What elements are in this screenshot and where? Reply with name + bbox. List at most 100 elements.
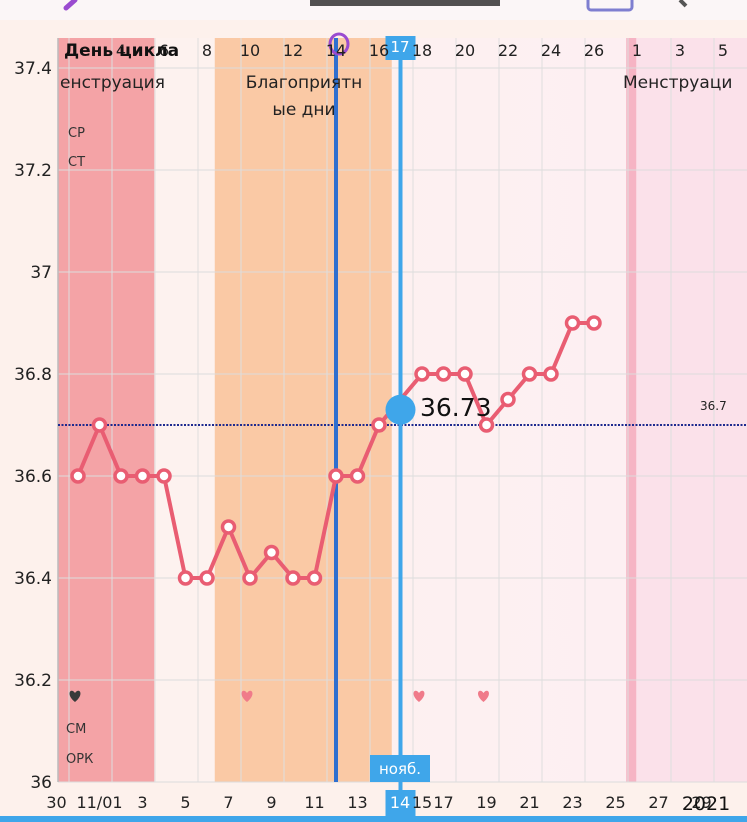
bottom-scroll-bar	[0, 816, 747, 822]
fertile-label-line2: ые дни	[272, 100, 335, 120]
temperature-point	[457, 366, 473, 382]
cursor-value-label: 36.73	[420, 393, 492, 422]
heart-icon	[413, 690, 425, 702]
menstruation-band	[58, 38, 155, 782]
temperature-point	[521, 366, 538, 382]
y-tick-label: 37.2	[14, 161, 52, 181]
annotation-ct: СТ	[68, 155, 85, 170]
menstruation-label-left: енструация	[60, 73, 165, 93]
date-tick: 15	[412, 793, 432, 812]
date-tick: 23	[562, 793, 582, 812]
date-tick: 9	[266, 793, 276, 812]
temperature-point	[242, 570, 258, 586]
temperature-point	[177, 570, 194, 586]
date-tick: 7	[223, 793, 233, 812]
cycle-day-label: День цикла	[64, 41, 179, 61]
temperature-point	[220, 519, 237, 535]
temperature-point	[285, 570, 301, 586]
top-bar	[0, 0, 747, 20]
date-tick: 11	[304, 793, 324, 812]
temperature-point	[543, 366, 559, 382]
date-tick: 17	[433, 793, 453, 812]
temperature-point	[371, 417, 387, 433]
annotation-cp: СР	[68, 126, 85, 141]
ovulation-marker-icon	[328, 32, 350, 56]
cursor-month-label: нояб.	[379, 760, 421, 778]
temperature-point	[435, 366, 452, 382]
cycle-day-tick: 8	[202, 41, 212, 60]
screen-title-remnant	[310, 0, 500, 6]
calendar-icon[interactable]	[586, 0, 634, 12]
fertile-label-line1: Благоприятн	[246, 73, 362, 93]
cycle-day-tick: 20	[455, 41, 475, 60]
date-tick: 25	[605, 793, 625, 812]
more-icon[interactable]	[678, 0, 688, 8]
next-menstruation-band	[626, 38, 747, 782]
cursor-point	[385, 394, 416, 425]
menstruation-label-right: Менструаци	[623, 73, 732, 93]
y-tick-label: 36.2	[14, 671, 52, 691]
temperature-point	[263, 544, 280, 561]
cycle-day-tick: 12	[283, 41, 303, 60]
cycle-day-tick: 18	[412, 41, 432, 60]
cycle-day-tick: 5	[718, 41, 728, 60]
date-tick: 29	[691, 793, 711, 812]
y-tick-label: 36.8	[14, 365, 52, 385]
temperature-point	[349, 468, 366, 484]
temperature-point	[113, 468, 129, 484]
heart-icon	[478, 690, 489, 702]
cycle-day-tick: 10	[240, 41, 260, 60]
temperature-point	[70, 468, 86, 484]
temperature-point	[586, 315, 602, 331]
temperature-point	[91, 417, 108, 433]
date-tick: 21	[519, 793, 539, 812]
heart-icon	[69, 690, 81, 702]
y-tick-label: 36.4	[14, 569, 52, 589]
annotation-cm: СМ	[66, 722, 86, 737]
back-arrow-icon[interactable]	[63, 0, 78, 11]
date-tick: 13	[347, 793, 367, 812]
cycle-day-tick: 22	[498, 41, 518, 60]
temperature-point	[478, 417, 495, 433]
temperature-point	[414, 366, 430, 382]
cycle-day-tick: 4	[116, 41, 126, 60]
cycle-day-tick: 16	[369, 41, 389, 60]
temperature-point	[500, 391, 516, 408]
cursor-date-label: 14	[390, 793, 410, 812]
date-tick: 30	[46, 793, 66, 812]
date-tick: 19	[476, 793, 496, 812]
date-tick: 11/01	[76, 793, 122, 812]
date-tick: 5	[180, 793, 190, 812]
heart-icon	[241, 690, 253, 702]
year-label: 2021	[682, 793, 730, 815]
band-layer	[58, 38, 747, 782]
cycle-day-tick: 6	[159, 41, 169, 60]
series-layer	[0, 32, 747, 822]
cursor-day-tag	[385, 36, 416, 60]
cursor-day-label: 17	[390, 38, 409, 56]
temperature-point	[328, 468, 344, 484]
cursor-month-tag	[370, 755, 430, 782]
temperature-point	[564, 315, 581, 331]
next-menstruation-edge	[626, 38, 637, 782]
y-tick-label: 36	[30, 773, 52, 793]
cycle-day-tick: 24	[541, 41, 561, 60]
y-tick-label: 37	[30, 263, 52, 283]
cycle-day-tick: 1	[632, 41, 642, 60]
cycle-day-tick: 14	[326, 41, 346, 60]
annotation-opk: ОРК	[66, 752, 93, 767]
date-tick: 3	[137, 793, 147, 812]
coverline-label: 36.7	[700, 399, 727, 413]
y-tick-label: 37.4	[14, 59, 52, 79]
temperature-point	[199, 570, 215, 586]
temperature-point	[306, 570, 323, 586]
temperature-point	[156, 468, 172, 484]
cycle-day-tick: 26	[584, 41, 604, 60]
temperature-point	[134, 468, 151, 484]
date-tick: 27	[648, 793, 668, 812]
cursor-date-tag	[385, 790, 416, 818]
y-tick-label: 36.6	[14, 467, 52, 487]
fertile-band	[214, 38, 392, 782]
